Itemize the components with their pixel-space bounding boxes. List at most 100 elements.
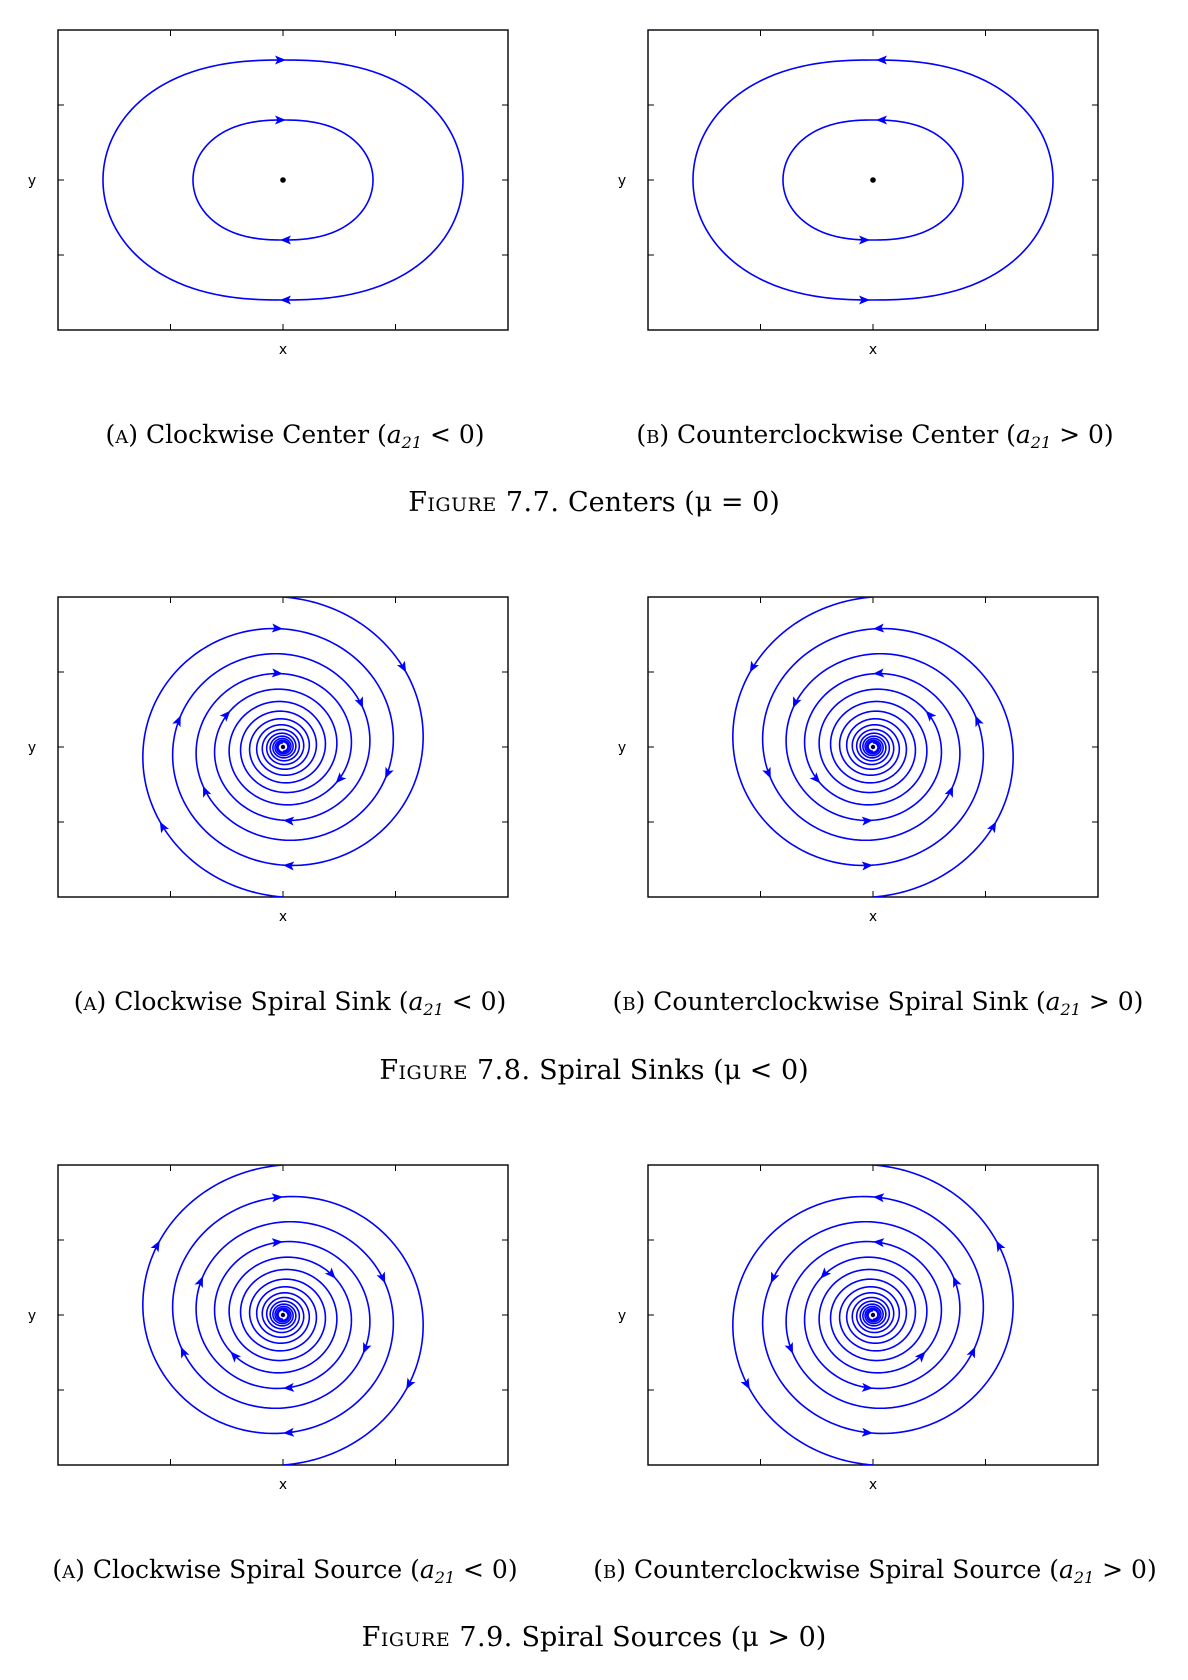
direction-arrow xyxy=(324,1267,336,1279)
subcaption-math: a xyxy=(386,420,402,449)
direction-arrow xyxy=(861,816,873,826)
y-axis-label: y xyxy=(28,1308,36,1324)
trajectory xyxy=(732,1195,985,1465)
equilibrium-point xyxy=(870,1312,876,1318)
direction-arrow xyxy=(283,861,295,871)
direction-arrow xyxy=(283,1382,295,1392)
subcaption-math: a xyxy=(1058,1555,1074,1584)
y-axis-label: y xyxy=(618,173,626,189)
trajectory xyxy=(171,1195,424,1465)
y-axis-label: y xyxy=(28,173,36,189)
direction-arrow xyxy=(194,1276,203,1289)
subcaption-subscript: 21 xyxy=(1073,1568,1095,1587)
direction-arrow xyxy=(861,861,873,871)
subcaption-7-9-b: (b) Counterclockwise Spiral Source (a21 … xyxy=(570,1555,1180,1587)
direction-arrow xyxy=(859,384,870,393)
direction-arrow xyxy=(180,1346,190,1359)
trajectory xyxy=(192,119,374,241)
subcaption-text: Counterclockwise Spiral Source ( xyxy=(633,1555,1059,1584)
direction-arrow xyxy=(861,1382,873,1392)
figure-title-math: μ > 0 xyxy=(741,1622,816,1653)
trajectory xyxy=(171,597,424,867)
y-axis-label: y xyxy=(28,740,36,756)
direction-arrow xyxy=(159,821,170,834)
direction-arrow xyxy=(271,623,283,633)
subcaption-text: Clockwise Center ( xyxy=(145,420,387,449)
subcaption-7-9-a: (a) Clockwise Spiral Source (a21 < 0) xyxy=(20,1555,550,1586)
subcaption-text: Counterclockwise Center ( xyxy=(677,420,1016,449)
phase-portrait: xy xyxy=(28,596,509,925)
subcaption-condition: < 0) xyxy=(455,1555,518,1584)
direction-arrow xyxy=(271,1193,283,1203)
direction-arrow xyxy=(770,1271,780,1284)
x-axis-label: x xyxy=(869,1477,877,1493)
direction-arrow xyxy=(762,766,771,779)
equilibrium-point xyxy=(280,1312,286,1318)
direction-arrow xyxy=(820,1267,832,1279)
subcaption-condition: > 0) xyxy=(1080,987,1144,1016)
direction-arrow xyxy=(230,1351,242,1363)
x-axis-label: x xyxy=(279,342,287,358)
direction-arrow xyxy=(876,115,887,125)
direction-arrow xyxy=(396,660,407,673)
subcaption-condition: < 0) xyxy=(422,420,485,449)
direction-arrow xyxy=(354,696,364,709)
direction-arrow xyxy=(283,1427,295,1437)
direction-arrow xyxy=(335,772,347,784)
x-axis-label: x xyxy=(869,342,877,358)
figure-title-7-7: Figure 7.7. Centers (μ = 0) xyxy=(408,487,780,518)
direction-arrow xyxy=(202,785,212,798)
direction-arrow xyxy=(219,710,231,722)
direction-arrow xyxy=(406,1377,416,1390)
phase-portrait: xy xyxy=(618,1164,1099,1493)
subcaption-math: a xyxy=(1045,987,1061,1016)
direction-arrow xyxy=(859,295,870,305)
subcaption-math: a xyxy=(419,1555,435,1584)
y-axis-label: y xyxy=(618,1308,626,1324)
trajectory xyxy=(102,59,464,301)
subcaption-tag: (a) xyxy=(105,420,138,449)
subcaption-subscript: 21 xyxy=(423,1000,444,1019)
trajectory xyxy=(761,1165,1014,1435)
direction-arrow xyxy=(861,1427,873,1437)
subcaption-tag: (a) xyxy=(52,1555,85,1584)
direction-arrow xyxy=(873,623,885,633)
direction-arrow xyxy=(749,660,760,673)
subcaption-math: a xyxy=(1015,420,1031,449)
direction-arrow xyxy=(150,1240,160,1253)
direction-arrow xyxy=(275,55,286,65)
x-axis-label: x xyxy=(279,1477,287,1493)
subcaption-text: Counterclockwise Spiral Sink ( xyxy=(653,987,1046,1016)
trajectory xyxy=(692,59,1054,301)
phase-portrait: xy xyxy=(618,596,1099,925)
figure-number: Figure 7.7. xyxy=(408,487,560,518)
equilibrium-point xyxy=(870,744,876,750)
subcaption-text: Clockwise Spiral Sink ( xyxy=(114,987,409,1016)
figure-title-7-8: Figure 7.8. Spiral Sinks (μ < 0) xyxy=(379,1055,809,1086)
subcaption-condition: < 0) xyxy=(443,987,507,1016)
phase-portrait: xy xyxy=(28,29,509,358)
figure-title-math: μ < 0 xyxy=(723,1055,799,1086)
direction-arrow xyxy=(271,1238,283,1248)
direction-arrow xyxy=(792,696,802,709)
direction-arrow xyxy=(740,1377,750,1390)
direction-arrow xyxy=(784,1341,793,1354)
direction-arrow xyxy=(385,766,394,779)
subcaption-tag: (a) xyxy=(73,987,107,1016)
direction-arrow xyxy=(953,1276,962,1289)
figure-title-text: Spiral Sinks ( xyxy=(539,1055,724,1086)
direction-arrow xyxy=(271,668,283,678)
direction-arrow xyxy=(873,668,885,678)
direction-arrow xyxy=(376,1271,386,1284)
x-axis-label: x xyxy=(279,909,287,925)
y-axis-label: y xyxy=(618,740,626,756)
equilibrium-point xyxy=(280,744,286,750)
phase-portrait: xy xyxy=(28,1164,509,1493)
direction-arrow xyxy=(280,235,291,245)
subcaption-7-7-b: (b) Counterclockwise Center (a21 > 0) xyxy=(610,420,1140,451)
direction-arrow xyxy=(873,1193,885,1203)
subcaption-condition: > 0) xyxy=(1094,1555,1157,1584)
subcaption-text: Clockwise Spiral Source ( xyxy=(92,1555,420,1584)
subcaption-7-7-a: (a) Clockwise Center (a21 < 0) xyxy=(60,420,530,451)
